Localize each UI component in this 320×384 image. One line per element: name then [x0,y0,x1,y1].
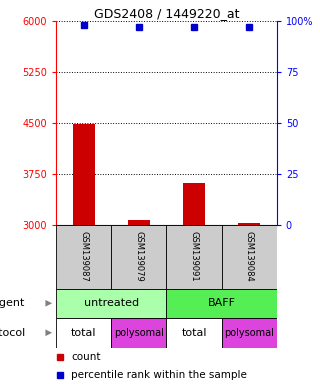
Bar [111,225,166,288]
Bar [73,124,95,225]
Text: agent: agent [0,298,25,308]
Bar [166,288,277,318]
Text: GSM139091: GSM139091 [189,231,198,282]
Text: GSM139087: GSM139087 [79,231,88,282]
Bar [166,225,222,288]
Bar [183,182,205,225]
Text: total: total [181,328,207,338]
Text: count: count [71,352,101,362]
Bar [56,288,166,318]
Bar [56,225,111,288]
Bar [222,318,277,348]
Bar [166,318,222,348]
Title: GDS2408 / 1449220_at: GDS2408 / 1449220_at [94,7,239,20]
Text: polysomal: polysomal [114,328,164,338]
Text: GSM139084: GSM139084 [245,231,254,282]
Text: percentile rank within the sample: percentile rank within the sample [71,370,247,380]
Bar [128,220,150,225]
Text: polysomal: polysomal [224,328,274,338]
Bar [111,318,166,348]
Text: total: total [71,328,96,338]
Bar [238,223,260,225]
Text: GSM139079: GSM139079 [134,231,143,282]
Bar [222,225,277,288]
Bar [56,318,111,348]
Text: untreated: untreated [84,298,139,308]
Text: protocol: protocol [0,328,25,338]
Text: BAFF: BAFF [208,298,236,308]
